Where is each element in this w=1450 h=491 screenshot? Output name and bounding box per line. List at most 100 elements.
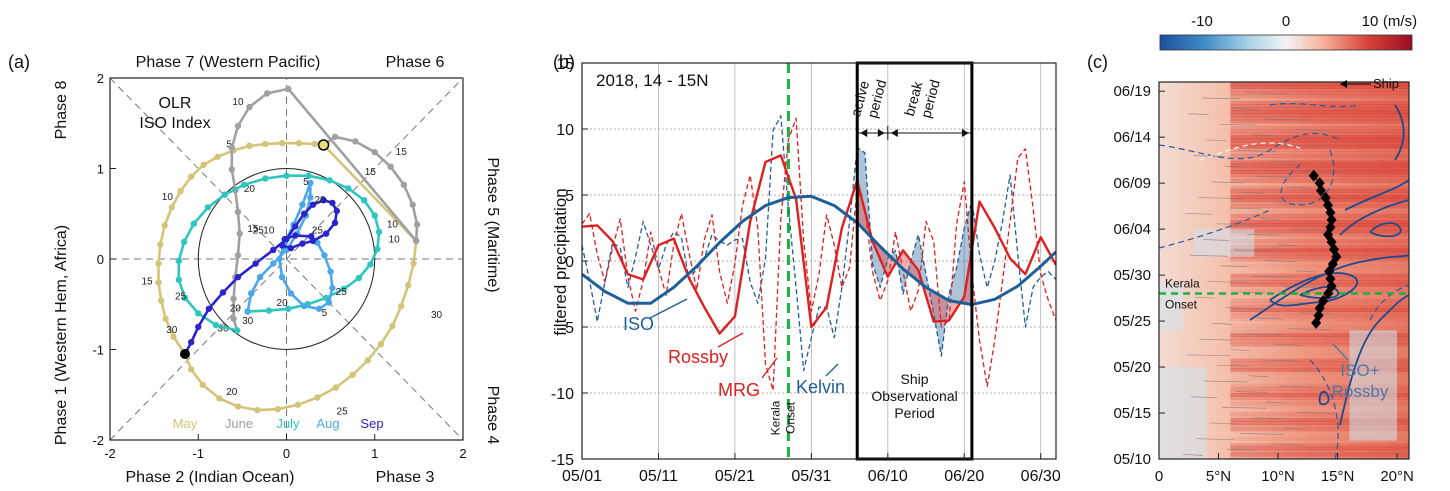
heatmap-band — [1230, 342, 1409, 347]
stipple-line — [1198, 197, 1243, 199]
y-tick-label: 15 — [556, 56, 574, 73]
solid-contour — [1318, 390, 1330, 406]
legend-may: May — [173, 416, 198, 431]
day-point — [157, 297, 165, 304]
stipple-line — [1195, 438, 1234, 441]
phase2-label: Phase 2 (Indian Ocean) — [126, 469, 295, 486]
precip-ylabel: filtered precipitation — [551, 188, 570, 335]
rossby-pointer — [717, 332, 744, 348]
day-point — [367, 261, 374, 268]
day-point — [413, 221, 421, 228]
day-point — [331, 133, 339, 141]
stipple-line — [1186, 354, 1231, 357]
stipple-line — [1226, 448, 1253, 451]
day-point — [294, 401, 302, 408]
day-point — [321, 252, 328, 259]
dashed-contour — [1309, 359, 1339, 459]
start-marker — [317, 139, 330, 151]
onset-label: Onset — [1165, 297, 1198, 311]
ship-label: Ship — [1373, 76, 1399, 91]
day-point — [360, 196, 368, 204]
day-point — [299, 201, 306, 208]
day-point — [377, 340, 385, 348]
day-point — [181, 294, 189, 302]
solid-contour — [1299, 286, 1339, 299]
day-point — [278, 242, 286, 249]
heatmap-band — [1230, 377, 1409, 382]
day-point — [263, 90, 271, 97]
y-tick-label: -15 — [551, 452, 574, 469]
day-label: 20 — [244, 184, 256, 195]
y-tick-label: 0 — [565, 254, 574, 271]
day-point — [228, 166, 235, 173]
ship-position-marker — [1323, 287, 1334, 300]
day-point — [200, 161, 207, 169]
heatmap-frame — [1158, 81, 1410, 460]
day-label: 10 — [263, 226, 275, 237]
y-tick-label: 05/30 — [1113, 267, 1151, 284]
index-label-line2: ISO Index — [139, 115, 210, 132]
y-tick-label: 06/04 — [1113, 221, 1151, 238]
day-label: 25 — [312, 226, 324, 237]
x-tick-label: 05/11 — [639, 468, 678, 485]
solid-contour — [1269, 272, 1359, 307]
unit-circle — [197, 168, 376, 350]
heatmap-band — [1230, 336, 1409, 341]
heatmap-band — [1230, 195, 1409, 199]
phase7-label: Phase 7 (Western Pacific) — [136, 54, 321, 71]
day-point — [230, 295, 237, 303]
onset-label: Onset — [783, 401, 797, 434]
day-point — [155, 260, 162, 267]
stipple-line — [1261, 359, 1300, 362]
day-point — [349, 371, 356, 379]
end-marker — [180, 349, 191, 360]
day-label: 30 — [217, 323, 229, 334]
arrow-head — [890, 129, 898, 137]
day-point — [307, 194, 314, 201]
day-point — [190, 220, 198, 227]
stipple-line — [1222, 406, 1267, 409]
day-point — [295, 139, 303, 147]
day-point — [256, 273, 264, 281]
day-point — [283, 235, 290, 243]
heatmap-band — [1230, 358, 1409, 363]
heatmap-band — [1230, 254, 1409, 259]
day-label: 30 — [166, 325, 178, 336]
day-label: 5 — [303, 177, 309, 188]
stipple-line — [1229, 207, 1262, 210]
x-tick-label: -2 — [104, 446, 116, 461]
heatmap-band — [1230, 327, 1409, 331]
heatmap-band — [1230, 229, 1409, 234]
day-label: 25 — [337, 407, 349, 418]
ship-pointer-head — [1340, 80, 1347, 88]
day-point — [204, 204, 212, 211]
day-point — [274, 406, 281, 413]
heatmap-band — [1230, 220, 1409, 224]
heatmap-band — [1230, 141, 1409, 146]
ship-position-marker — [1311, 316, 1322, 329]
stipple-line — [1216, 223, 1261, 226]
heatmap-band — [1230, 383, 1409, 388]
heatmap-band — [1230, 110, 1409, 115]
day-point — [326, 177, 333, 184]
heatmap-band — [1230, 85, 1409, 89]
solid-contour — [1344, 179, 1409, 211]
heatmap-band — [1230, 116, 1409, 121]
panel-c-label: (c) — [1087, 52, 1108, 72]
day-label: 20 — [226, 387, 238, 398]
solid-contour — [1339, 199, 1409, 236]
day-point — [278, 139, 286, 147]
heatmap-band — [1230, 421, 1409, 426]
y-tick-label: 05/10 — [1113, 451, 1151, 468]
stipple-line — [1263, 118, 1308, 121]
day-label: 15 — [396, 147, 408, 158]
ship-position-marker — [1308, 169, 1319, 182]
stipple-line — [1294, 129, 1327, 131]
stipple-line — [1188, 113, 1209, 116]
y-tick-label: 1 — [97, 162, 104, 177]
legend-june: June — [225, 416, 253, 431]
heatmap-band — [1230, 264, 1409, 268]
day-point — [199, 381, 206, 388]
stipple-line — [1297, 412, 1336, 414]
day-label: 20 — [277, 298, 289, 309]
